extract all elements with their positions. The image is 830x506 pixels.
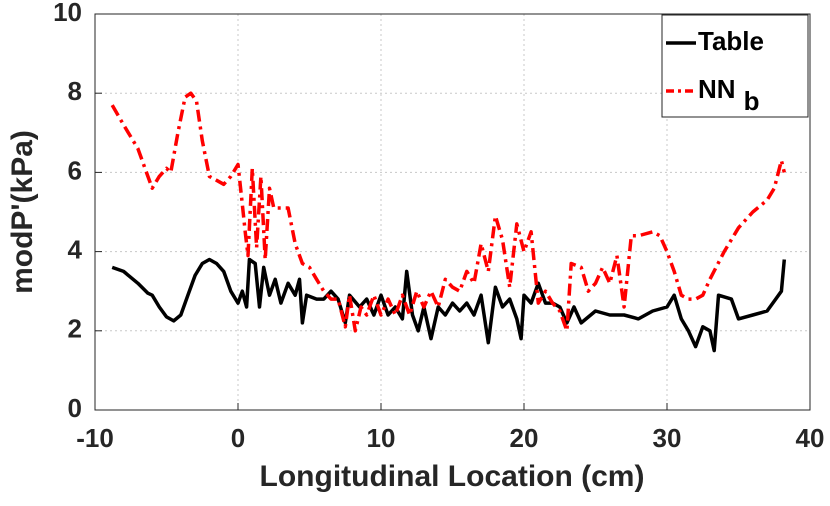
x-tick-label: -10 [76,423,114,453]
legend-name: NN [698,74,736,104]
x-tick-label: 0 [231,423,245,453]
legend: Table NN b [661,14,809,118]
legend-label: Table [698,26,764,56]
x-axis-label: Longitudinal Location (cm) [260,460,645,493]
y-axis-label: modP'(kPa) [6,130,39,294]
legend-box [661,14,809,118]
x-tick-label: 30 [653,423,682,453]
y-tick-label: 10 [53,0,82,27]
x-tick-label: 40 [796,423,825,453]
y-tick-label: 4 [68,234,83,264]
x-tick-label: 20 [510,423,539,453]
legend-name: Table [698,26,764,56]
legend-subscript: b [744,86,760,116]
series-line [111,257,787,353]
x-tick-label: 10 [367,423,396,453]
y-tick-label: 6 [68,155,82,185]
lines [110,91,787,353]
legend-label: NN b [698,74,759,116]
y-tick-label: 8 [68,76,82,106]
y-tick-label: 0 [68,393,82,423]
axes-box [94,13,811,411]
y-tick-label: 2 [68,314,82,344]
series-line [110,91,787,333]
